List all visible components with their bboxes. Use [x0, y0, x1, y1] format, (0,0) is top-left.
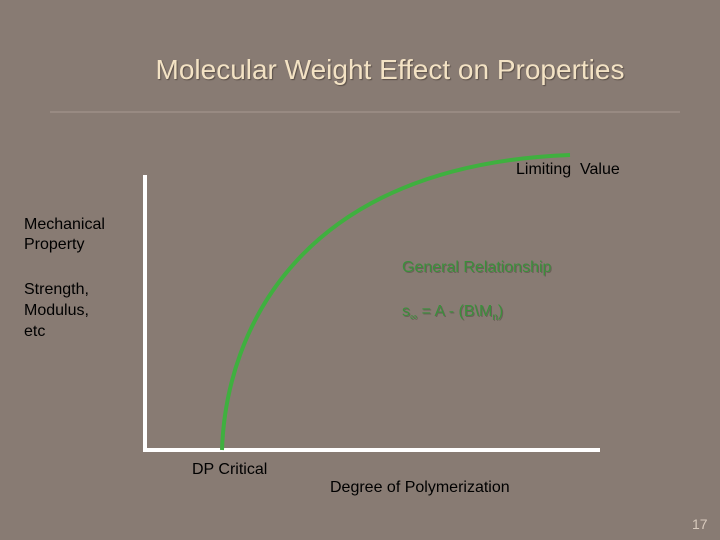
page-number: 17 — [692, 516, 708, 532]
y-example-line: Strength, — [24, 281, 89, 298]
critical-label: DP Critical — [192, 461, 268, 478]
y-label-line: Mechanical — [24, 216, 105, 233]
limiting-label: Limiting Value — [516, 161, 620, 178]
y-example-line: Modulus, — [24, 302, 89, 319]
formula-part: s — [402, 303, 410, 320]
x-label: Degree of Polymerization — [330, 479, 510, 496]
formula-sub: ∞ — [410, 312, 418, 324]
relationship-title: General Relationship — [402, 259, 552, 276]
formula-part: ) — [497, 303, 504, 320]
y-example-line: etc — [24, 323, 46, 340]
title: Molecular Weight Effect on Properties — [155, 54, 625, 85]
formula-part: = A - (B\M — [417, 303, 493, 320]
formula-sub: n — [492, 312, 498, 324]
formula: s∞ = A - (B\Mn) — [402, 302, 503, 328]
y-label-line: Property — [24, 236, 85, 253]
property-curve — [220, 153, 571, 451]
